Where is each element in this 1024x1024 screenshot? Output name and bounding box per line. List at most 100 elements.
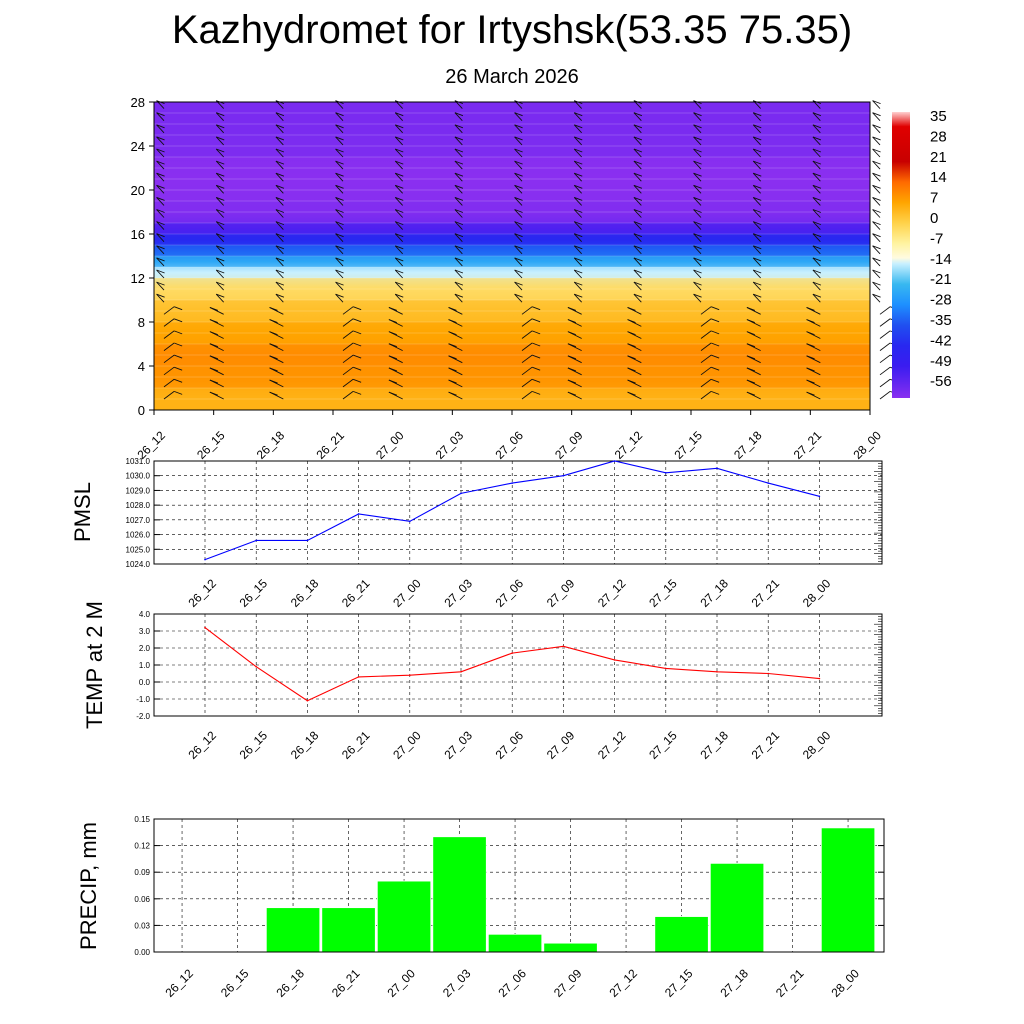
wind-barb-flag bbox=[567, 343, 577, 348]
colorbar-label: 28 bbox=[930, 128, 947, 145]
wind-barb-flag bbox=[514, 281, 523, 286]
wind-barb-shaft bbox=[394, 257, 403, 267]
wind-barb bbox=[633, 172, 643, 182]
wind-barb bbox=[752, 221, 762, 230]
wind-barb-shaft bbox=[514, 209, 523, 218]
wind-barb-flag bbox=[216, 245, 225, 250]
wind-barb bbox=[156, 136, 165, 146]
wind-barb-flag bbox=[395, 148, 404, 153]
wind-barb-shaft bbox=[872, 245, 881, 255]
wind-barb bbox=[269, 343, 284, 352]
wind-barb-flag bbox=[335, 172, 344, 177]
wind-barb-shaft bbox=[521, 306, 533, 315]
wind-barb-shaft bbox=[454, 293, 463, 303]
wind-barb-shaft bbox=[335, 160, 344, 170]
wind-barb-shaft bbox=[752, 197, 761, 206]
wind-barb-shaft bbox=[752, 233, 761, 243]
wind-barb-shaft bbox=[752, 148, 761, 158]
heatmap-y-tick-label: 0 bbox=[138, 403, 145, 418]
wind-barb bbox=[514, 233, 523, 243]
wind-barb bbox=[693, 269, 702, 279]
temp-2m-data-point bbox=[409, 674, 411, 676]
wind-barb bbox=[872, 221, 881, 230]
wind-barb-flag bbox=[574, 257, 583, 262]
wind-barb bbox=[394, 221, 404, 230]
wind-barb bbox=[514, 172, 523, 182]
wind-barb bbox=[454, 209, 464, 218]
wind-barb-flag bbox=[454, 257, 464, 262]
wind-barb bbox=[752, 233, 762, 243]
wind-barb-flag bbox=[448, 367, 457, 372]
wind-barb-shaft bbox=[342, 354, 354, 364]
wind-barb-shaft bbox=[573, 185, 582, 194]
wind-barb bbox=[514, 245, 523, 255]
wind-barb bbox=[872, 209, 881, 218]
wind-barb-shaft bbox=[275, 233, 284, 243]
wind-barb-shaft bbox=[275, 197, 284, 206]
heatmap-x-tick-label: 27_12 bbox=[612, 428, 646, 462]
heatmap-y-tick-label: 28 bbox=[131, 95, 145, 110]
wind-barb-flag bbox=[574, 160, 583, 165]
wind-barb-shaft bbox=[693, 221, 702, 230]
wind-barb-flag bbox=[514, 269, 523, 274]
temp-2m-data-point bbox=[613, 659, 616, 661]
wind-barb-shaft bbox=[335, 233, 344, 243]
wind-barb bbox=[388, 331, 403, 339]
wind-barb-shaft bbox=[573, 197, 582, 206]
wind-barb bbox=[693, 136, 702, 146]
wind-barb bbox=[388, 355, 403, 364]
wind-barb-shaft bbox=[752, 185, 761, 194]
temp-2m-y-tick-label: -2.0 bbox=[136, 712, 150, 721]
wind-barb-flag bbox=[633, 209, 643, 213]
wind-barb bbox=[573, 269, 583, 279]
wind-barb-flag bbox=[275, 293, 285, 298]
wind-barb-flag bbox=[812, 281, 822, 286]
wind-barb bbox=[335, 184, 344, 194]
wind-barb-shaft bbox=[275, 148, 284, 158]
wind-barb-flag bbox=[693, 112, 702, 117]
wind-barb-flag bbox=[710, 390, 720, 395]
wind-barb-shaft bbox=[812, 221, 821, 230]
wind-barb bbox=[209, 306, 224, 315]
wind-barb-flag bbox=[454, 184, 464, 189]
wind-barb-flag bbox=[633, 172, 643, 177]
wind-barb bbox=[806, 367, 821, 376]
wind-barb-flag bbox=[812, 148, 822, 153]
wind-barb bbox=[156, 257, 165, 267]
wind-barb bbox=[514, 209, 523, 218]
wind-barb bbox=[627, 343, 642, 352]
wind-barb-flag bbox=[395, 172, 404, 177]
precip-x-tick-label: 26_12 bbox=[162, 966, 196, 1000]
wind-barb-flag bbox=[275, 221, 285, 226]
wind-barb-shaft bbox=[215, 112, 224, 122]
wind-barb bbox=[693, 209, 702, 218]
wind-barb-shaft bbox=[454, 136, 463, 146]
wind-barb bbox=[627, 306, 642, 315]
wind-barb bbox=[752, 293, 762, 303]
pmsl-y-tick-label: 1028.0 bbox=[126, 501, 151, 510]
wind-barb-shaft bbox=[275, 209, 284, 218]
wind-barb bbox=[215, 245, 225, 255]
wind-barb-shaft bbox=[215, 209, 224, 218]
wind-barb-flag bbox=[514, 124, 523, 129]
wind-barb bbox=[693, 124, 702, 134]
temp-2m-x-tick-label: 27_12 bbox=[595, 728, 629, 762]
wind-barb-flag bbox=[746, 379, 756, 384]
wind-barb-shaft bbox=[872, 293, 881, 303]
wind-barb-flag bbox=[627, 319, 636, 323]
pmsl-x-tick-label: 26_21 bbox=[339, 576, 373, 610]
wind-barb-shaft bbox=[521, 330, 533, 339]
wind-barb-flag bbox=[448, 343, 457, 348]
wind-barb-shaft bbox=[633, 209, 642, 218]
wind-barb-shaft bbox=[454, 269, 463, 279]
wind-barb-flag bbox=[269, 319, 278, 323]
wind-barb-shaft bbox=[693, 148, 702, 158]
wind-barb-flag bbox=[156, 124, 165, 129]
wind-barb-shaft bbox=[514, 185, 523, 194]
precip-x-tick-label: 27_12 bbox=[606, 966, 640, 1000]
wind-barb-shaft bbox=[335, 221, 344, 230]
wind-barb-flag bbox=[269, 355, 278, 360]
wind-barb-flag bbox=[872, 100, 881, 105]
wind-barb bbox=[752, 257, 762, 267]
